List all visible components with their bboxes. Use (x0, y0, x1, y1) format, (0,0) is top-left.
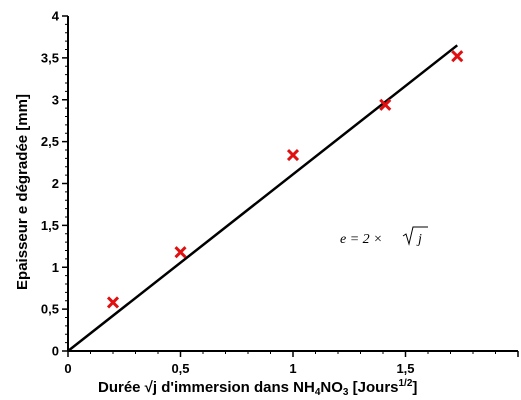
equation-radicand: j (416, 232, 422, 247)
y-tick-label: 3,5 (41, 50, 59, 65)
x-tick-label: 1,5 (396, 361, 414, 376)
y-tick-label: 1,5 (41, 218, 59, 233)
data-points (106, 50, 464, 309)
data-point (451, 50, 464, 63)
x-axis-title-mid: NO (320, 379, 343, 396)
data-point (379, 98, 392, 111)
y-tick-label: 0,5 (41, 302, 59, 317)
y-tick-label: 2 (52, 176, 59, 191)
x-axis-title-main: Durée √j d'immersion dans NH (98, 379, 315, 396)
x-axis-title-end: ] (412, 379, 417, 396)
x-tick-label: 1 (289, 361, 296, 376)
fit-line (67, 44, 459, 352)
y-tick-label: 1 (52, 260, 59, 275)
equation-lhs: e = 2 × (340, 232, 383, 247)
y-tick-label: 0 (52, 344, 59, 359)
x-axis-title-sub2: 3 (343, 387, 349, 398)
x-tick-label: 0,5 (171, 361, 189, 376)
y-axis-title: Epaisseur e dégradée [mm] (14, 94, 31, 290)
data-point (286, 148, 300, 162)
y-tick-label: 3 (52, 92, 59, 107)
x-axis-title: Durée √j d'immersion dans NH4NO3 [Jours1… (98, 378, 417, 398)
data-point (106, 296, 120, 309)
y-tick-label: 2,5 (41, 134, 59, 149)
x-axis-title-sup: 1/2 (399, 378, 413, 389)
x-tick-label: 0 (64, 361, 71, 376)
sqrt-sign (402, 226, 428, 246)
data-point (174, 246, 187, 259)
x-axis-title-sub1: 4 (315, 387, 321, 398)
equation-annotation: e = 2 × j (340, 226, 428, 247)
axis-ticks (62, 15, 519, 357)
y-tick-label: 4 (52, 9, 60, 24)
y-tick-labels: 0 0,5 1 1,5 2 2,5 3 3,5 4 (41, 9, 60, 359)
x-axis-title-tail: [Jours (348, 379, 398, 396)
x-tick-labels: 0 0,5 1 1,5 (64, 361, 414, 376)
